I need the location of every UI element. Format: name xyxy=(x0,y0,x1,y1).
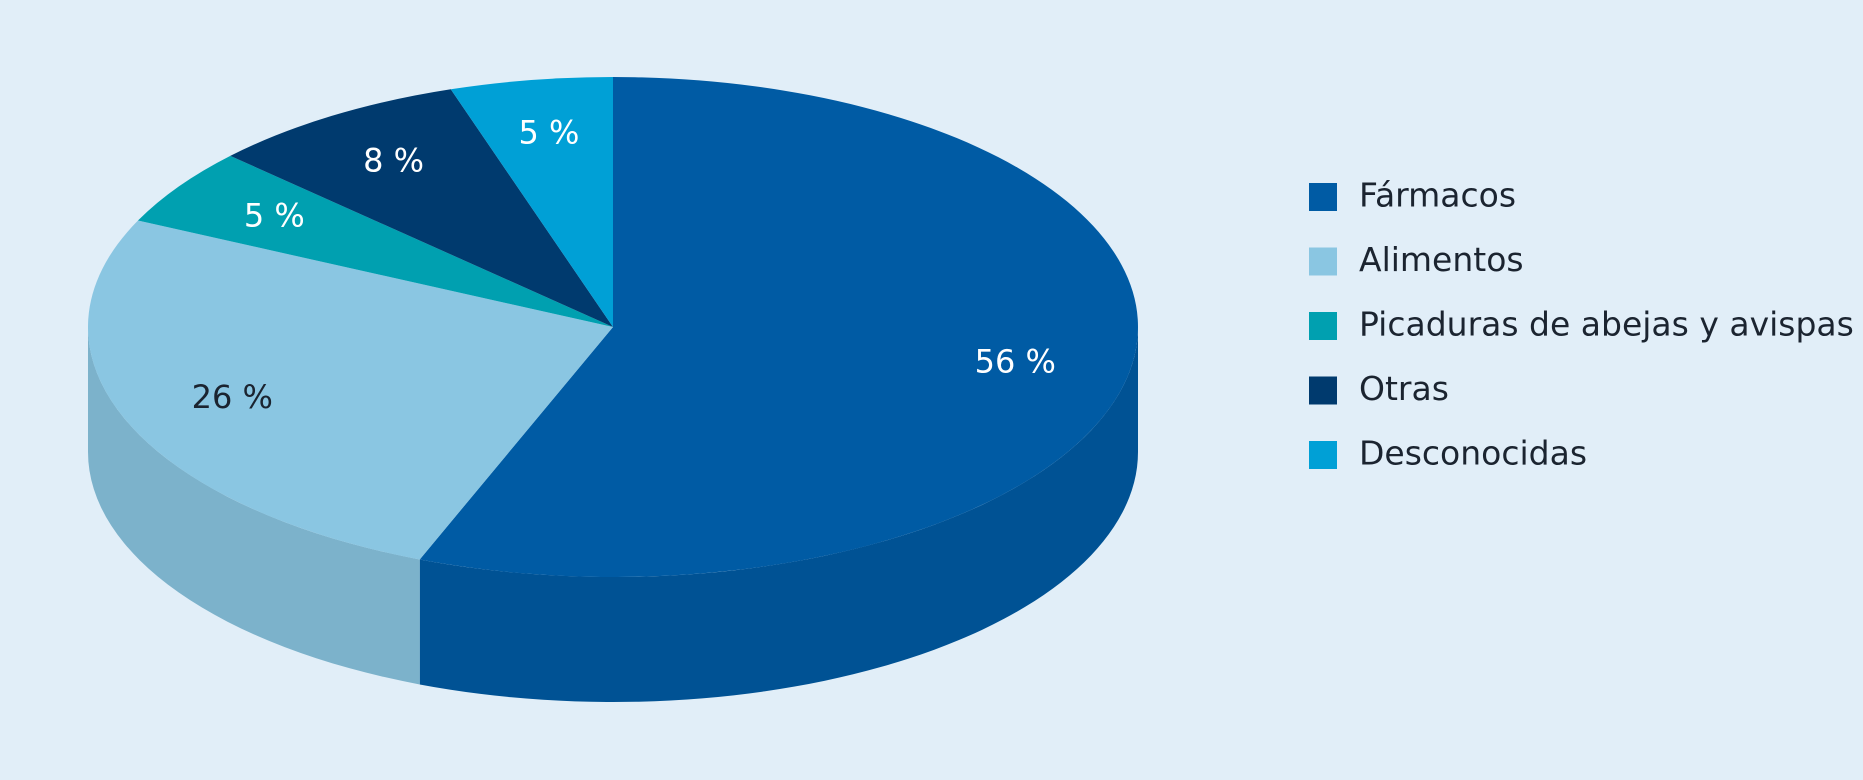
legend-label: Picaduras de abejas y avispas xyxy=(1359,305,1854,344)
pie-tops xyxy=(88,77,1138,577)
legend-swatch xyxy=(1309,441,1337,469)
pie-slice xyxy=(137,155,613,327)
legend-label: Otras xyxy=(1359,369,1449,408)
pie-slice xyxy=(88,220,614,560)
pie-slice xyxy=(419,77,1138,577)
pie-labels: 56 % 26 % 5 % 8 % 5 % xyxy=(192,113,1056,415)
value-label: 8 % xyxy=(363,141,424,179)
legend-swatch xyxy=(1309,376,1337,405)
legend-swatch xyxy=(1309,247,1337,276)
slice-side xyxy=(88,327,420,685)
legend-swatch xyxy=(1309,312,1337,340)
value-label: 5 % xyxy=(518,113,579,151)
pie-slice xyxy=(230,89,613,327)
legend: Fármacos Alimentos Picaduras de abejas y a… xyxy=(1309,176,1854,473)
value-label: 5 % xyxy=(244,196,305,234)
legend-swatch xyxy=(1309,183,1337,211)
pie-sides xyxy=(88,327,1138,702)
value-label: 56 % xyxy=(975,343,1056,381)
legend-label: Fármacos xyxy=(1359,176,1516,215)
legend-label: Alimentos xyxy=(1359,240,1524,279)
value-label: 26 % xyxy=(192,378,273,416)
legend-label: Desconocidas xyxy=(1359,434,1587,473)
pie-slice xyxy=(450,77,613,327)
slice-side xyxy=(419,327,1138,702)
